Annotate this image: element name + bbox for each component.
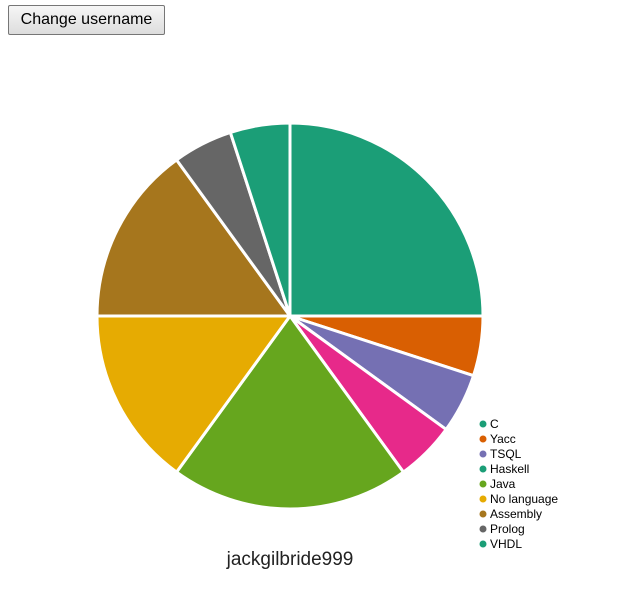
pie-slices (95, 121, 485, 511)
pie-slice-java (175, 314, 405, 511)
legend-label: VHDL (490, 537, 522, 551)
legend-label: No language (490, 492, 558, 506)
pie-slice-assembly (95, 158, 292, 318)
legend-dot (479, 480, 487, 488)
legend-item: Assembly (479, 507, 542, 521)
legend-item: Haskell (479, 462, 529, 476)
legend-item: VHDL (479, 537, 522, 551)
legend-label: Prolog (490, 522, 525, 536)
legend-dot (479, 435, 487, 443)
legend-item: Prolog (479, 522, 525, 536)
change-username-button[interactable]: Change username (8, 5, 165, 35)
pie-slice-c (288, 121, 485, 318)
legend-dot (479, 420, 487, 428)
legend-label: Haskell (490, 462, 529, 476)
legend-dot (479, 540, 487, 548)
legend-label: Java (490, 477, 516, 491)
legend-dot (479, 450, 487, 458)
legend-label: Assembly (490, 507, 542, 521)
legend-dot (479, 465, 487, 473)
legend-item: Yacc (479, 432, 516, 446)
legend-label: TSQL (490, 447, 522, 461)
legend-dot (479, 525, 487, 533)
legend-dot (479, 510, 487, 518)
pie-slice-vhdl (228, 121, 292, 318)
legend-label: Yacc (490, 432, 516, 446)
legend-item: TSQL (479, 447, 522, 461)
legend-dot (479, 495, 487, 503)
legend-item: No language (479, 492, 558, 506)
legend-label: C (490, 417, 499, 431)
legend-item: Java (479, 477, 516, 491)
chart-caption-username: jackgilbride999 (226, 549, 354, 570)
pie-slice-no-language (95, 314, 292, 474)
legend-item: C (479, 417, 499, 431)
